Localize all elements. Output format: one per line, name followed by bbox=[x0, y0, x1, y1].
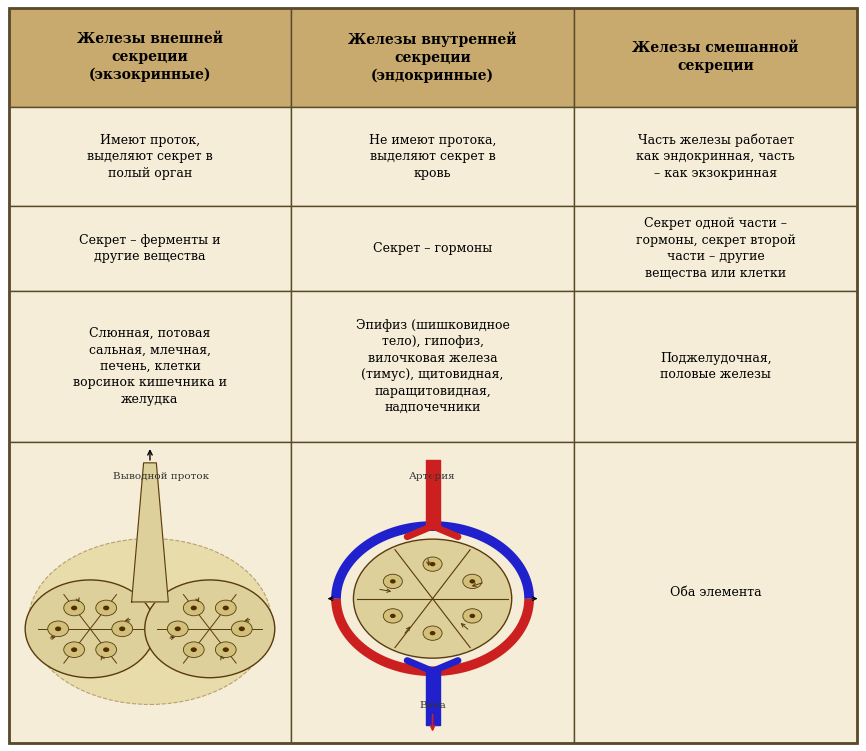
Bar bbox=[291, 442, 574, 743]
Text: Эпифиз (шишковидное
тело), гипофиз,
вилочковая железа
(тимус), щитовидная,
паращ: Эпифиз (шишковидное тело), гипофиз, вило… bbox=[356, 318, 509, 414]
Ellipse shape bbox=[384, 609, 403, 623]
Bar bbox=[9, 207, 291, 291]
Text: Секрет одной части –
гормоны, секрет второй
части – другие
вещества или клетки: Секрет одной части – гормоны, секрет вто… bbox=[636, 217, 796, 280]
Bar bbox=[291, 8, 574, 107]
Text: Не имеют протока,
выделяют секрет в
кровь: Не имеют протока, выделяют секрет в кров… bbox=[369, 134, 496, 179]
Ellipse shape bbox=[423, 626, 443, 641]
Ellipse shape bbox=[239, 626, 245, 631]
Bar bbox=[291, 107, 574, 207]
Ellipse shape bbox=[430, 562, 436, 566]
Ellipse shape bbox=[71, 605, 77, 611]
Ellipse shape bbox=[96, 642, 117, 658]
Ellipse shape bbox=[390, 614, 396, 618]
Text: Слюнная, потовая
сальная, млечная,
печень, клетки
ворсинок кишечника и
желудка: Слюнная, потовая сальная, млечная, печен… bbox=[73, 327, 227, 406]
Ellipse shape bbox=[64, 600, 85, 616]
Ellipse shape bbox=[167, 621, 188, 637]
Ellipse shape bbox=[29, 538, 271, 704]
Ellipse shape bbox=[423, 557, 443, 572]
Bar bbox=[9, 442, 291, 743]
Bar bbox=[574, 291, 857, 442]
Ellipse shape bbox=[390, 579, 396, 584]
Bar bbox=[574, 107, 857, 207]
Ellipse shape bbox=[469, 579, 475, 584]
Ellipse shape bbox=[96, 600, 117, 616]
Ellipse shape bbox=[462, 609, 481, 623]
Ellipse shape bbox=[430, 631, 436, 635]
Ellipse shape bbox=[184, 642, 204, 658]
Ellipse shape bbox=[231, 621, 252, 637]
Ellipse shape bbox=[175, 626, 181, 631]
Ellipse shape bbox=[462, 575, 481, 589]
Ellipse shape bbox=[145, 580, 275, 677]
Bar bbox=[9, 107, 291, 207]
Ellipse shape bbox=[223, 605, 229, 611]
Text: Поджелудочная,
половые железы: Поджелудочная, половые железы bbox=[660, 351, 772, 381]
Text: Имеют проток,
выделяют секрет в
полый орган: Имеют проток, выделяют секрет в полый ор… bbox=[87, 134, 213, 179]
Ellipse shape bbox=[48, 621, 68, 637]
Text: Артерия: Артерия bbox=[410, 472, 456, 481]
Text: Вена: Вена bbox=[419, 701, 446, 710]
Text: Секрет – гормоны: Секрет – гормоны bbox=[373, 242, 492, 255]
Ellipse shape bbox=[112, 621, 132, 637]
Bar bbox=[291, 291, 574, 442]
Ellipse shape bbox=[64, 642, 85, 658]
Ellipse shape bbox=[216, 600, 236, 616]
Ellipse shape bbox=[103, 605, 109, 611]
Text: Часть железы работает
как эндокринная, часть
– как экзокринная: Часть железы работает как эндокринная, ч… bbox=[637, 133, 795, 179]
Bar bbox=[574, 207, 857, 291]
Ellipse shape bbox=[384, 575, 403, 589]
Ellipse shape bbox=[353, 539, 512, 658]
Text: Оба элемента: Оба элемента bbox=[669, 586, 761, 599]
Text: Железы смешанной
секреции: Железы смешанной секреции bbox=[632, 41, 798, 73]
Polygon shape bbox=[132, 463, 168, 602]
Ellipse shape bbox=[103, 647, 109, 652]
Bar bbox=[574, 442, 857, 743]
Bar bbox=[574, 8, 857, 107]
Ellipse shape bbox=[469, 614, 475, 618]
Ellipse shape bbox=[184, 600, 204, 616]
Bar bbox=[9, 291, 291, 442]
Text: Секрет – ферменты и
другие вещества: Секрет – ферменты и другие вещества bbox=[79, 234, 221, 264]
Text: Железы внутренней
секреции
(эндокринные): Железы внутренней секреции (эндокринные) bbox=[348, 32, 517, 83]
Ellipse shape bbox=[216, 642, 236, 658]
Bar bbox=[9, 8, 291, 107]
Ellipse shape bbox=[25, 580, 155, 677]
Ellipse shape bbox=[191, 605, 197, 611]
Ellipse shape bbox=[191, 647, 197, 652]
Bar bbox=[291, 207, 574, 291]
Text: Железы внешней
секреции
(экзокринные): Железы внешней секреции (экзокринные) bbox=[77, 32, 223, 83]
Ellipse shape bbox=[120, 626, 126, 631]
Ellipse shape bbox=[223, 647, 229, 652]
Ellipse shape bbox=[55, 626, 61, 631]
Text: Выводной проток: Выводной проток bbox=[113, 472, 210, 481]
Ellipse shape bbox=[71, 647, 77, 652]
